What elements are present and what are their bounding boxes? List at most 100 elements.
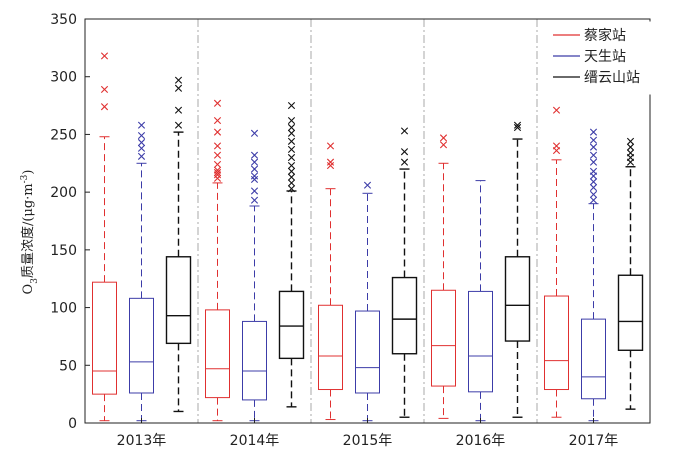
outlier-stroke <box>589 143 598 151</box>
box-1-4 <box>431 134 456 419</box>
outlier-marker <box>287 162 296 170</box>
outlier-stroke <box>287 129 296 137</box>
outlier-stroke <box>100 52 109 60</box>
outlier-marker <box>552 106 561 114</box>
outlier-stroke <box>287 101 296 110</box>
box-3-2 <box>278 101 305 408</box>
iqr-box <box>242 320 267 401</box>
y-axis-title: O3质量浓度/(μg·m-3) <box>20 170 40 295</box>
outlier-marker <box>589 190 598 199</box>
iqr-box <box>431 289 456 387</box>
outlier-stroke <box>174 106 183 114</box>
outlier-stroke <box>100 103 109 111</box>
iqr-box <box>278 290 305 360</box>
outlier-stroke <box>400 148 409 156</box>
outlier-marker <box>287 129 296 137</box>
outlier-marker <box>213 116 222 125</box>
outlier-marker <box>250 175 259 184</box>
outlier-stroke <box>174 84 183 92</box>
outlier-marker <box>213 168 222 177</box>
outlier-stroke <box>513 123 522 132</box>
iqr-box <box>129 297 154 394</box>
outlier-stroke <box>287 137 296 145</box>
outlier-stroke <box>363 181 372 189</box>
outlier-marker <box>326 162 335 170</box>
outlier-marker <box>626 143 635 151</box>
outlier-marker <box>250 172 259 180</box>
y-tick-label: 50 <box>59 358 77 374</box>
outlier-marker <box>250 165 259 173</box>
outlier-stroke <box>552 142 561 150</box>
outlier-marker <box>589 183 598 192</box>
outlier-marker <box>363 181 372 189</box>
outlier-marker <box>137 121 146 129</box>
outlier-marker <box>100 103 109 111</box>
outlier-stroke <box>287 167 296 175</box>
outlier-stroke <box>626 137 635 145</box>
outlier-stroke <box>326 158 335 166</box>
iqr-box <box>544 295 569 391</box>
outlier-marker <box>100 85 109 94</box>
outlier-marker <box>250 129 259 137</box>
outlier-stroke <box>250 158 259 166</box>
outlier-stroke <box>213 142 222 150</box>
separator-layer <box>197 19 538 423</box>
iqr-box <box>581 318 606 400</box>
outlier-stroke <box>589 158 598 166</box>
outlier-marker <box>589 136 598 144</box>
y-tick-label: 0 <box>68 416 77 432</box>
y-tick-label: 100 <box>50 301 77 317</box>
outlier-marker <box>287 101 296 110</box>
outlier-stroke <box>174 121 183 129</box>
box-1-2 <box>205 99 230 422</box>
outlier-marker <box>174 76 183 84</box>
outlier-stroke <box>287 173 296 181</box>
iqr-box <box>165 256 192 345</box>
outlier-marker <box>439 134 448 142</box>
x-tick-label: 2016年 <box>456 433 506 449</box>
iqr-box <box>318 304 343 391</box>
outlier-marker <box>213 142 222 150</box>
outlier-stroke <box>589 190 598 199</box>
outlier-stroke <box>287 153 296 162</box>
outlier-marker <box>287 137 296 145</box>
outlier-marker <box>174 84 183 92</box>
outlier-stroke <box>439 141 448 149</box>
outlier-marker <box>250 196 259 204</box>
outlier-marker <box>513 123 522 132</box>
box-2-4 <box>468 180 493 422</box>
iqr-box <box>391 276 418 355</box>
iqr-box <box>504 256 531 342</box>
outlier-marker <box>287 153 296 162</box>
outlier-stroke <box>250 196 259 204</box>
outlier-stroke <box>137 131 146 140</box>
outlier-marker <box>326 158 335 166</box>
outlier-stroke <box>250 129 259 137</box>
outlier-stroke <box>287 185 296 193</box>
iqr-box <box>205 309 230 399</box>
outlier-stroke <box>250 151 259 159</box>
y-tick-label: 250 <box>50 127 77 143</box>
x-tick-label: 2017年 <box>569 433 619 449</box>
outlier-stroke <box>213 174 222 182</box>
box-1-1 <box>92 52 117 422</box>
outlier-marker <box>213 160 222 169</box>
outlier-marker <box>250 151 259 159</box>
outlier-stroke <box>400 158 409 166</box>
outlier-marker <box>626 149 635 157</box>
outlier-marker <box>287 185 296 193</box>
outlier-stroke <box>589 151 598 159</box>
outlier-marker <box>589 128 598 136</box>
box-3-5 <box>617 137 644 410</box>
outlier-stroke <box>174 76 183 84</box>
outlier-stroke <box>137 144 146 152</box>
outlier-marker <box>589 178 598 186</box>
outlier-stroke <box>213 151 222 159</box>
outlier-marker <box>589 196 598 204</box>
box-1-3 <box>318 142 343 421</box>
outlier-stroke <box>287 145 296 154</box>
outlier-stroke <box>213 116 222 125</box>
outlier-stroke <box>513 121 522 129</box>
outlier-stroke <box>137 138 146 147</box>
